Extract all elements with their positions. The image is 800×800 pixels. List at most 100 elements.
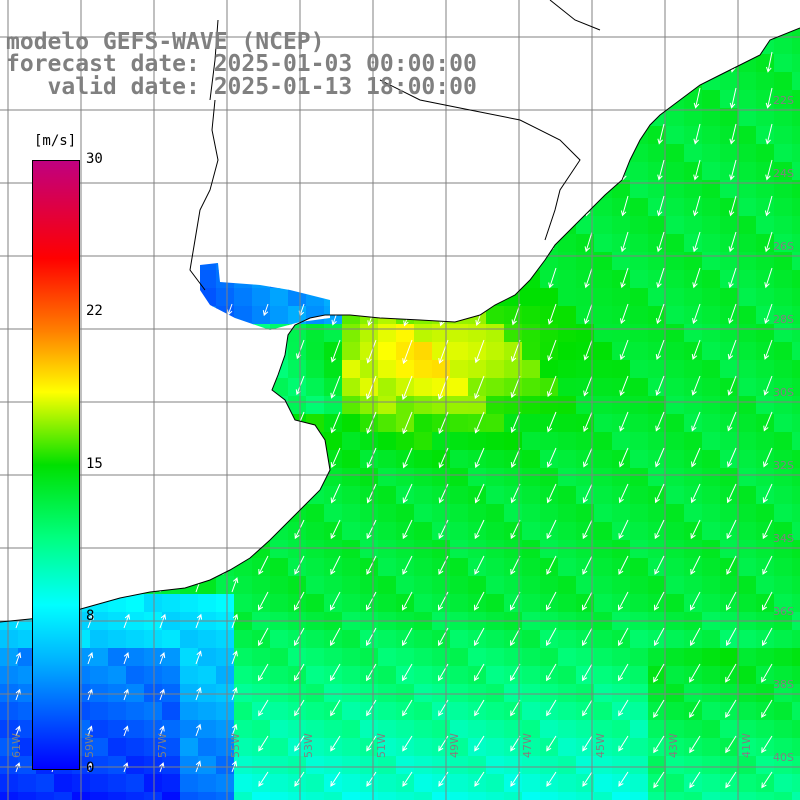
wind-cell: [522, 756, 541, 775]
wind-cell: [756, 360, 775, 379]
wind-cell: [198, 702, 217, 721]
wind-cell: [648, 540, 667, 559]
wind-cell: [666, 630, 685, 649]
wind-arrow: [510, 663, 521, 682]
wind-cell: [558, 738, 577, 757]
wind-cell: [720, 198, 739, 217]
wind-cell: [234, 594, 253, 613]
wind-cell: [432, 522, 451, 541]
wind-cell: [270, 576, 289, 595]
wind-cell: [342, 648, 361, 667]
wind-cell: [144, 684, 163, 703]
wind-arrow: [402, 411, 413, 435]
wind-cell: [216, 684, 235, 703]
wind-cell: [558, 576, 577, 595]
wind-cell: [468, 486, 487, 505]
wind-arrow: [725, 663, 737, 683]
wind-arrow: [123, 688, 129, 701]
lon-label: 51W: [375, 733, 388, 758]
wind-cell: [432, 576, 451, 595]
wind-cell: [342, 504, 361, 523]
wind-cell: [594, 558, 613, 577]
wind-cell: [378, 450, 397, 469]
wind-cell: [720, 162, 739, 181]
wind-cell: [612, 450, 631, 469]
wind-arrow: [258, 771, 269, 787]
wind-cell: [738, 324, 757, 343]
wind-cell: [720, 216, 739, 235]
wind-cell: [252, 756, 271, 775]
wind-cell: [630, 576, 649, 595]
wind-arrow: [474, 519, 485, 540]
wind-cell: [594, 378, 613, 397]
wind-cell: [540, 648, 559, 667]
wind-cell: [90, 774, 109, 793]
wind-arrow: [402, 627, 413, 647]
wind-cell: [792, 54, 800, 73]
wind-cell: [738, 216, 757, 235]
wind-cell: [306, 738, 325, 757]
wind-cell: [180, 666, 199, 685]
wind-cell: [306, 720, 325, 739]
wind-cell: [630, 288, 649, 307]
wind-cell: [288, 306, 307, 325]
wind-cell: [0, 720, 19, 739]
wind-cell: [450, 414, 469, 433]
wind-arrow: [330, 519, 341, 540]
wind-cell: [756, 468, 775, 487]
wind-arrow: [438, 339, 449, 364]
wind-cell: [702, 468, 721, 487]
wind-cell: [18, 648, 37, 667]
wind-cell: [756, 252, 775, 271]
wind-cell: [252, 720, 271, 739]
wind-cell: [684, 126, 703, 145]
wind-cell: [738, 90, 757, 109]
wind-arrow: [547, 375, 557, 398]
wind-cell: [594, 252, 613, 271]
wind-arrow: [330, 771, 341, 787]
wind-cell: [684, 252, 703, 271]
wind-cell: [306, 324, 325, 343]
wind-cell: [144, 756, 163, 775]
wind-cell: [738, 756, 757, 775]
wind-cell: [702, 648, 721, 667]
wind-cell: [756, 504, 775, 523]
wind-cell: [414, 774, 433, 793]
wind-cell: [774, 756, 793, 775]
wind-cell: [792, 594, 800, 613]
wind-arrow: [510, 591, 521, 611]
wind-cell: [504, 576, 523, 595]
wind-cell: [738, 198, 757, 217]
wind-cell: [396, 414, 415, 433]
wind-cell: [630, 378, 649, 397]
wind-cell: [270, 774, 289, 793]
wind-cell: [648, 720, 667, 739]
wind-cell: [666, 666, 685, 685]
wind-cell: [558, 414, 577, 433]
wind-cell: [702, 774, 721, 793]
wind-cell: [792, 378, 800, 397]
wind-cell: [360, 522, 379, 541]
lon-label: 59W: [83, 733, 96, 758]
wind-arrow: [620, 267, 629, 289]
wind-cell: [594, 540, 613, 559]
wind-cell: [0, 756, 19, 775]
wind-cell: [522, 648, 541, 667]
wind-cell: [702, 396, 721, 415]
wind-cell: [288, 684, 307, 703]
wind-cell: [540, 450, 559, 469]
wind-cell: [774, 720, 793, 739]
wind-arrow: [619, 411, 629, 432]
wind-cell: [702, 756, 721, 775]
wind-cell: [18, 702, 37, 721]
wind-cell: [378, 756, 397, 775]
wind-arrow: [654, 483, 665, 504]
wind-cell: [162, 792, 181, 800]
wind-arrow: [402, 447, 413, 469]
wind-cell: [90, 630, 109, 649]
wind-arrow: [655, 339, 665, 360]
wind-cell: [630, 684, 649, 703]
wind-cell: [126, 594, 145, 613]
wind-cell: [414, 486, 433, 505]
wind-cell: [756, 216, 775, 235]
